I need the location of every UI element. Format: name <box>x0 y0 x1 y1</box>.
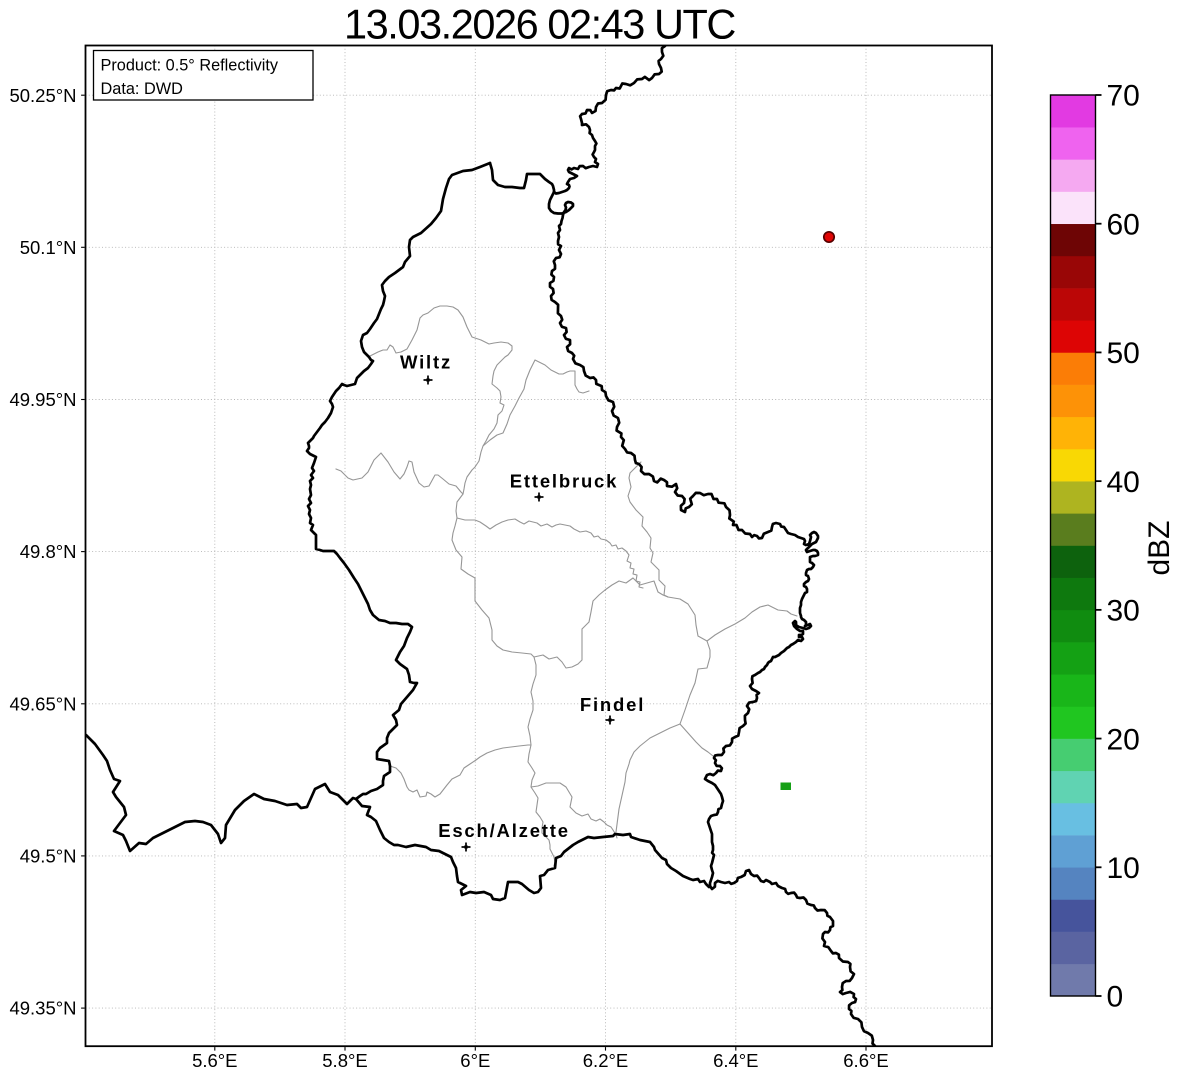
svg-text:6°E: 6°E <box>460 1050 490 1071</box>
svg-text:Data: DWD: Data: DWD <box>101 80 183 98</box>
svg-text:70: 70 <box>1107 80 1140 113</box>
svg-text:20: 20 <box>1107 723 1140 756</box>
svg-text:Wiltz: Wiltz <box>400 352 452 373</box>
svg-text:0: 0 <box>1107 981 1124 1014</box>
svg-text:10: 10 <box>1107 852 1140 885</box>
svg-text:5.6°E: 5.6°E <box>192 1050 237 1071</box>
svg-text:60: 60 <box>1107 208 1140 241</box>
svg-text:Esch/Alzette: Esch/Alzette <box>438 820 570 841</box>
svg-text:13.03.2026 02:43 UTC: 13.03.2026 02:43 UTC <box>344 1 735 48</box>
svg-text:49.5°N: 49.5°N <box>20 846 77 867</box>
svg-text:Product: 0.5° Reflectivity: Product: 0.5° Reflectivity <box>101 57 279 75</box>
svg-text:49.95°N: 49.95°N <box>9 389 76 410</box>
svg-text:49.35°N: 49.35°N <box>9 998 76 1019</box>
svg-text:6.4°E: 6.4°E <box>713 1050 758 1071</box>
svg-text:6.2°E: 6.2°E <box>583 1050 628 1071</box>
svg-text:50: 50 <box>1107 337 1140 370</box>
svg-text:6.6°E: 6.6°E <box>843 1050 888 1071</box>
svg-text:49.8°N: 49.8°N <box>20 541 77 562</box>
svg-text:50.1°N: 50.1°N <box>20 237 77 258</box>
svg-text:40: 40 <box>1107 466 1140 499</box>
svg-text:Ettelbruck: Ettelbruck <box>510 471 618 492</box>
svg-text:dBZ: dBZ <box>1143 520 1176 575</box>
svg-text:Findel: Findel <box>580 694 645 715</box>
svg-text:30: 30 <box>1107 595 1140 628</box>
svg-text:49.65°N: 49.65°N <box>9 693 76 714</box>
svg-text:5.8°E: 5.8°E <box>322 1050 367 1071</box>
svg-text:50.25°N: 50.25°N <box>9 85 76 106</box>
